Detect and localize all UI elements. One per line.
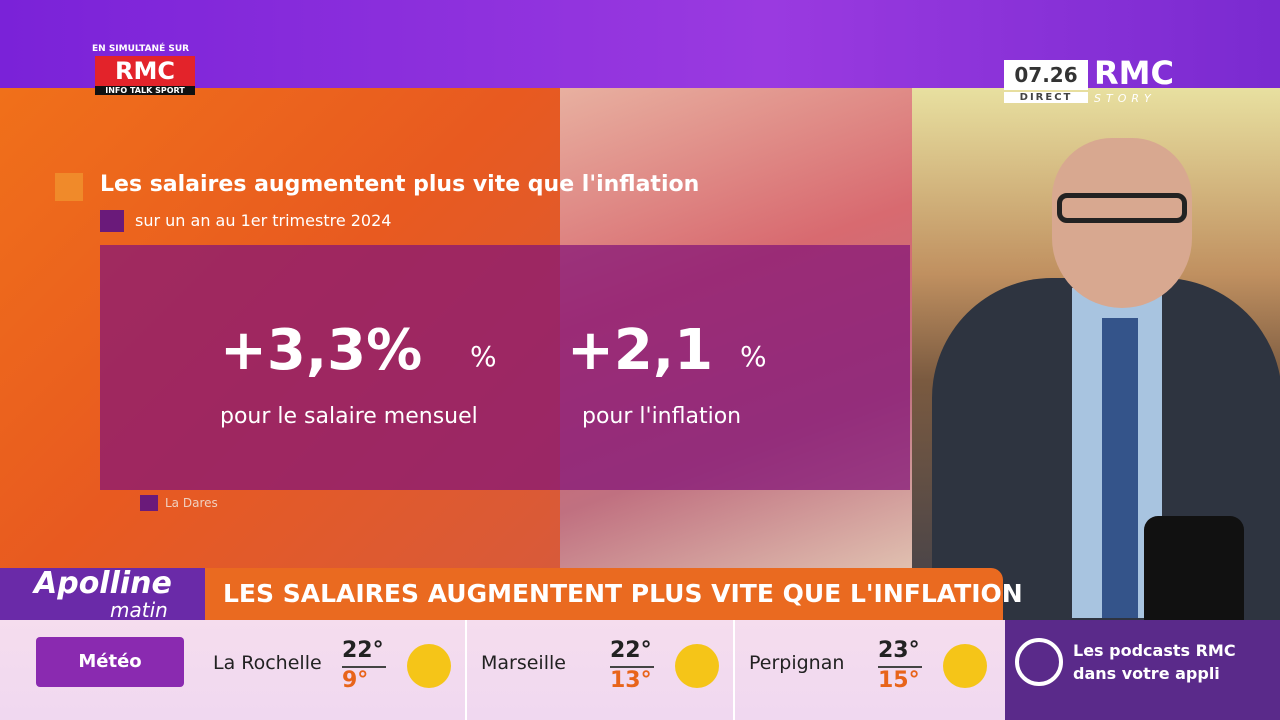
clock-status: DIRECT: [1004, 92, 1088, 103]
divider: [465, 620, 467, 720]
temp-divider: [878, 666, 922, 668]
promo-icon: [1015, 638, 1063, 686]
tie: [1102, 318, 1138, 618]
temp-divider: [610, 666, 654, 668]
stat-label: pour l'inflation: [582, 404, 742, 429]
stat-label: pour le salaire mensuel: [220, 404, 478, 429]
clock-channel: STORY: [1094, 92, 1156, 105]
sun-icon: [943, 644, 987, 688]
divider: [733, 620, 735, 720]
stat-value: +2,1: [567, 318, 714, 383]
temp-high: 23°: [878, 638, 920, 663]
temp-high: 22°: [610, 638, 652, 663]
temp-high: 22°: [342, 638, 384, 663]
source-marker: [140, 495, 158, 511]
simulcast-brand: RMC: [95, 56, 195, 86]
glasses: [1057, 193, 1187, 223]
promo-line: dans votre appli: [1073, 664, 1220, 683]
stats-box: [100, 245, 910, 490]
temp-divider: [342, 666, 386, 668]
show-subname: matin: [110, 598, 168, 622]
headline-bar: LES SALAIRES AUGMENTENT PLUS VITE QUE L'…: [205, 568, 1023, 620]
simulcast-tagline: INFO TALK SPORT: [95, 86, 195, 95]
sun-icon: [675, 644, 719, 688]
subtitle-marker: [100, 210, 124, 232]
studio-video: [912, 88, 1280, 696]
stat-value: +3,3%: [220, 318, 423, 383]
promo-line: Les podcasts RMC: [1073, 641, 1236, 660]
head: [1052, 138, 1192, 308]
simulcast-label: EN SIMULTANÉ SUR: [92, 44, 190, 54]
sun-icon: [407, 644, 451, 688]
show-name: Apolline: [34, 566, 172, 601]
graphic-subtitle: sur un an au 1er trimestre 2024: [135, 211, 392, 230]
temp-low: 15°: [878, 668, 920, 693]
clock-time: 07.26: [1004, 60, 1088, 90]
temp-low: 9°: [342, 668, 369, 693]
city-name: Perpignan: [749, 652, 845, 674]
city-name: La Rochelle: [213, 652, 322, 674]
source: La Dares: [165, 496, 218, 510]
title-marker: [55, 173, 83, 201]
city-name: Marseille: [481, 652, 566, 674]
weather-label: Météo: [36, 637, 184, 687]
stat-unit: %: [470, 340, 497, 373]
temp-low: 13°: [610, 668, 652, 693]
graphic-title: Les salaires augmentent plus vite que l'…: [100, 172, 700, 197]
stat-unit: %: [740, 340, 767, 373]
clock-brand: RMC: [1094, 54, 1174, 92]
weather-cities: La Rochelle 22° 9° Marseille 22° 13° Perpignan…: [0, 620, 1005, 720]
